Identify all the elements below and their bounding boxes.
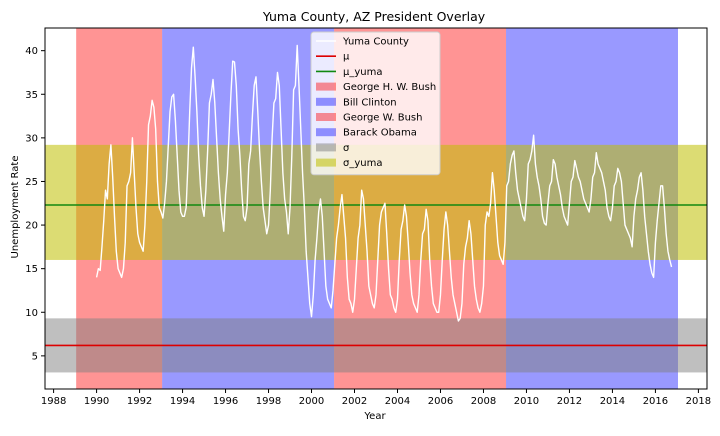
x-tick-label: 2012 xyxy=(557,396,582,407)
x-tick-label: 2008 xyxy=(471,396,496,407)
y-tick-label: 40 xyxy=(25,46,38,57)
x-axis-label: Year xyxy=(363,411,386,422)
legend-swatch xyxy=(316,113,336,121)
legend-label: μ_yuma xyxy=(343,67,383,78)
axes: 1988 1990 1992 1994 1996 1998 2000 2002 2004 2006… xyxy=(25,27,711,407)
x-tick-label: 2000 xyxy=(299,396,324,407)
x-tick-label: 2002 xyxy=(342,396,367,407)
x-tick-label: 2014 xyxy=(600,396,625,407)
y-tick-label: 35 xyxy=(25,90,38,101)
y-tick-label: 5 xyxy=(32,351,38,362)
legend-box xyxy=(310,31,441,176)
legend-label: σ_yuma xyxy=(343,158,382,169)
legend-swatch xyxy=(316,143,336,152)
series-line xyxy=(95,44,673,322)
legend-swatch xyxy=(316,82,336,91)
chart-title: Yuma County, AZ President Overlay xyxy=(262,9,486,24)
x-tick-label: 1994 xyxy=(170,396,195,407)
legend: Yuma County μ μ_yuma George H. W. Bush Bill … xyxy=(310,31,441,176)
x-tick-label: 1992 xyxy=(127,396,152,407)
x-tick-label: 1988 xyxy=(41,396,66,407)
legend-swatch xyxy=(316,97,336,106)
x-tick-label: 2016 xyxy=(643,396,668,407)
x-tick-label: 2018 xyxy=(686,396,711,407)
y-tick-label: 10 xyxy=(25,308,38,319)
legend-swatch xyxy=(316,128,336,137)
y-tick-label: 25 xyxy=(25,177,38,188)
legend-label: Barack Obama xyxy=(343,128,417,139)
y-tick-label: 20 xyxy=(25,221,38,232)
axes-frame xyxy=(44,27,708,390)
legend-label: σ xyxy=(343,143,350,154)
legend-label: Bill Clinton xyxy=(343,97,397,108)
x-tick-label: 2010 xyxy=(514,396,539,407)
x-tick-label: 1996 xyxy=(213,396,238,407)
x-tick-label: 1990 xyxy=(84,396,109,407)
y-tick-label: 15 xyxy=(25,264,38,275)
legend-label: George H. W. Bush xyxy=(343,82,436,93)
x-tick-label: 1998 xyxy=(256,396,281,407)
y-axis-label: Unemployment Rate xyxy=(10,156,21,259)
x-tick-label: 2006 xyxy=(428,396,453,407)
legend-label: George W. Bush xyxy=(343,113,422,124)
y-tick-label: 30 xyxy=(25,133,38,144)
legend-label: μ xyxy=(343,52,350,63)
x-tick-label: 2004 xyxy=(385,396,410,407)
legend-label: Yuma County xyxy=(342,37,409,48)
legend-swatch xyxy=(316,158,336,167)
